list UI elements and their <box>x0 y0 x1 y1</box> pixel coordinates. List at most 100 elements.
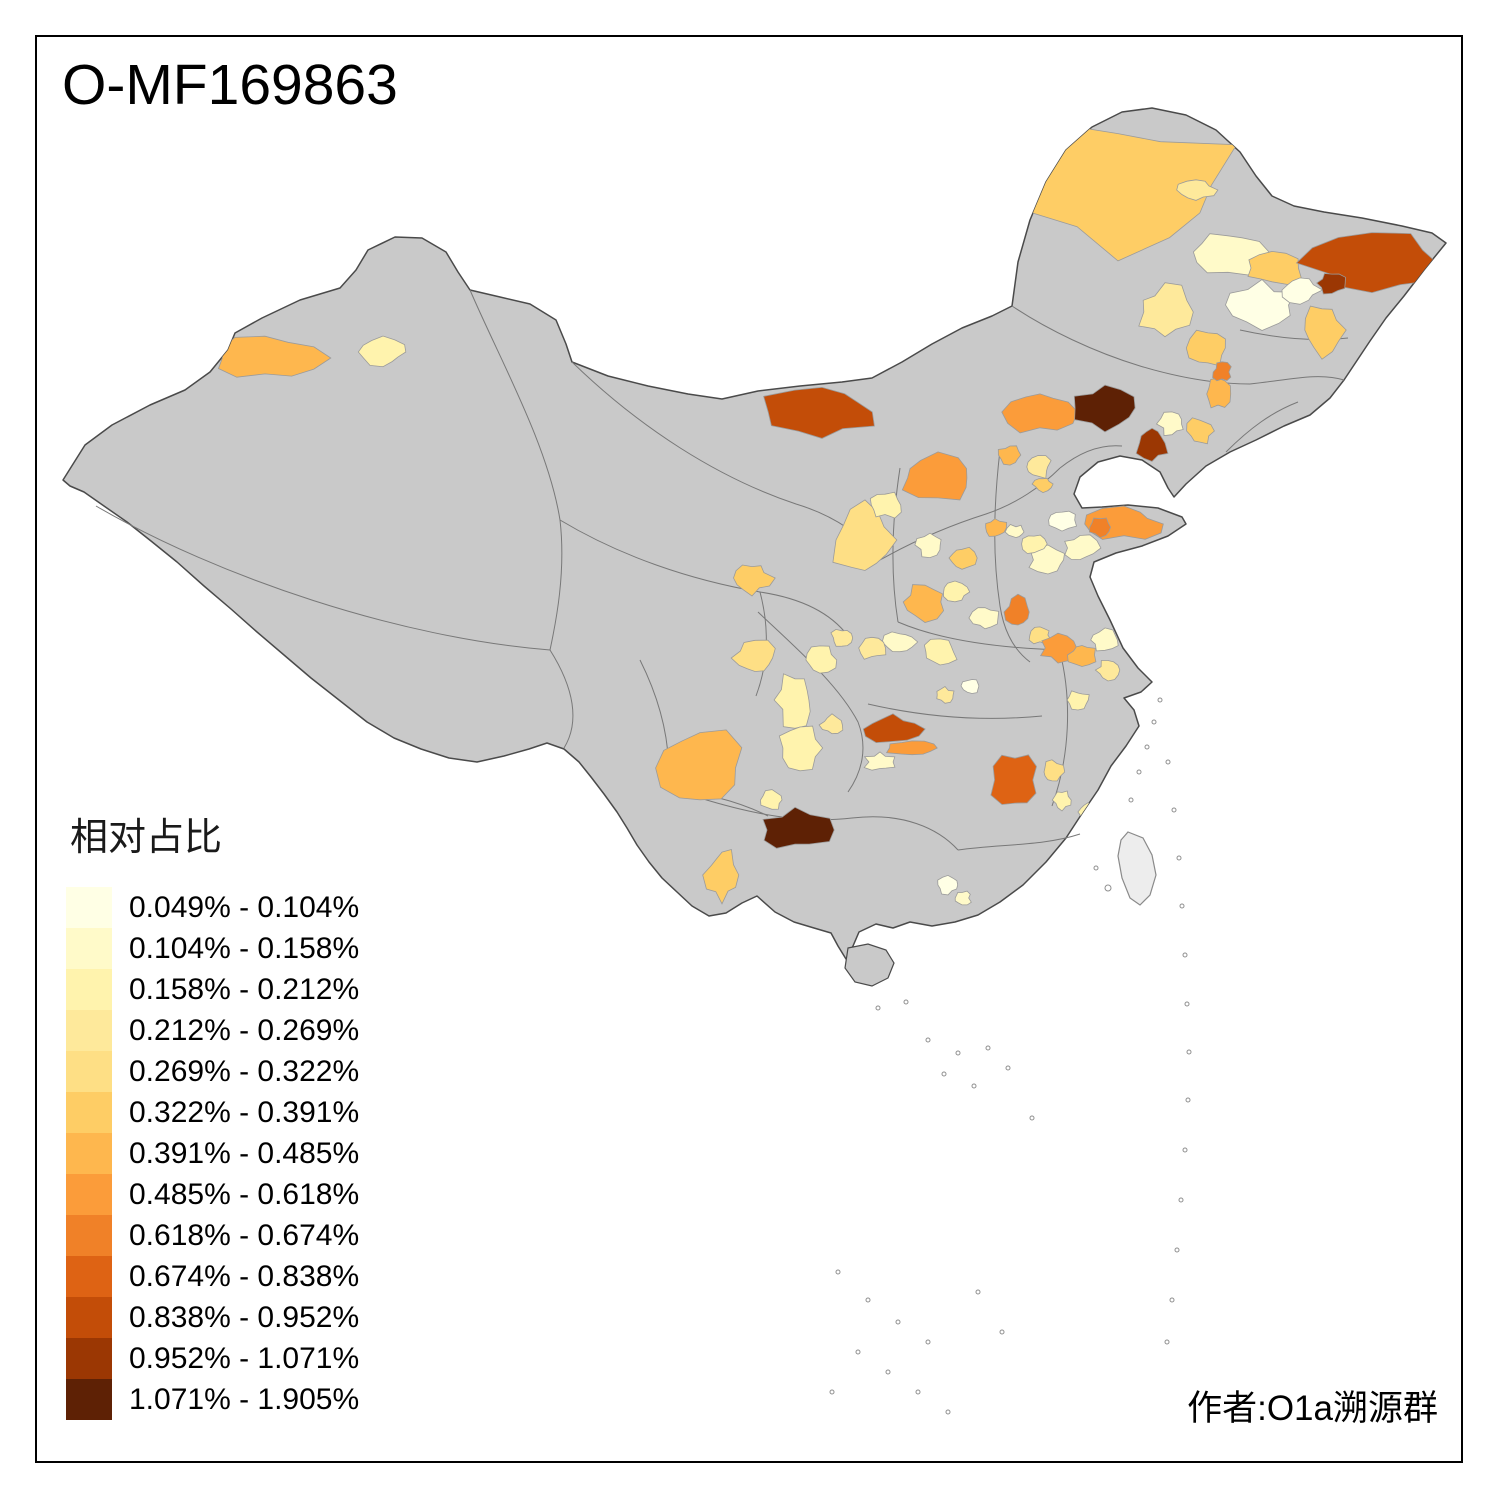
legend-label: 0.618% - 0.674% <box>129 1218 360 1252</box>
map-region <box>1051 790 1072 812</box>
map-region <box>1064 534 1102 561</box>
map-region <box>923 638 958 666</box>
legend-row: 0.485% - 0.618% <box>66 1174 359 1215</box>
map-region <box>990 754 1037 805</box>
map-region <box>1021 534 1048 554</box>
legend-swatch <box>66 1338 112 1379</box>
legend-row: 0.952% - 1.071% <box>66 1338 359 1379</box>
map-region <box>1028 544 1065 575</box>
map-region <box>702 848 740 905</box>
legend-swatch <box>66 1297 112 1338</box>
map-region <box>1001 393 1079 434</box>
map-region <box>830 628 854 647</box>
map-region <box>1225 278 1298 331</box>
attribution-text: 作者:O1a溯源群 <box>1187 1389 1438 1428</box>
map-region <box>1004 524 1025 539</box>
legend-row: 0.158% - 0.212% <box>66 969 359 1010</box>
legend-label: 0.838% - 0.952% <box>129 1300 360 1334</box>
legend-swatch <box>66 969 112 1010</box>
map-region <box>778 725 824 772</box>
legend-row: 0.049% - 0.104% <box>66 887 359 928</box>
map-region <box>763 386 875 439</box>
page-title: O-MF169863 <box>62 53 398 117</box>
map-region <box>960 679 980 694</box>
legend-row: 0.391% - 0.485% <box>66 1133 359 1174</box>
map-region <box>655 729 743 801</box>
map-region <box>936 685 955 704</box>
hainan-island <box>844 943 895 987</box>
map-region <box>1088 517 1111 539</box>
legend-swatch <box>66 1010 112 1051</box>
map-region <box>901 451 968 501</box>
map-region <box>218 335 332 378</box>
map-region <box>869 491 902 519</box>
legend-row: 0.104% - 0.158% <box>66 928 359 969</box>
map-region <box>1090 627 1119 652</box>
legend-row: 0.674% - 0.838% <box>66 1256 359 1297</box>
legend-label: 0.322% - 0.391% <box>129 1095 360 1129</box>
legend-row: 0.322% - 0.391% <box>66 1092 359 1133</box>
map-region <box>357 335 407 368</box>
legend-row: 0.269% - 0.322% <box>66 1051 359 1092</box>
map-region <box>1186 417 1215 445</box>
map-region <box>1155 411 1184 437</box>
map-region <box>1066 690 1090 711</box>
map-region <box>914 532 942 559</box>
map-region <box>1281 277 1324 305</box>
legend-label: 0.049% - 0.104% <box>129 890 360 924</box>
legend-swatch <box>66 1092 112 1133</box>
map-region <box>997 445 1022 466</box>
map-region <box>1094 660 1121 682</box>
legend-swatch <box>66 1379 112 1420</box>
map-region <box>885 740 938 756</box>
legend-swatch <box>66 1174 112 1215</box>
map-region <box>954 890 972 906</box>
map-region <box>1003 593 1030 626</box>
legend-swatch <box>66 1215 112 1256</box>
taiwan-island <box>1117 831 1157 906</box>
legend-rows: 0.049% - 0.104% 0.104% - 0.158% 0.158% - 0… <box>66 887 359 1420</box>
map-region <box>858 636 887 660</box>
map-region <box>760 789 783 810</box>
map-region <box>762 806 835 849</box>
map-region <box>773 673 811 729</box>
map-region <box>1212 361 1232 382</box>
map-region <box>1295 232 1439 294</box>
map-region <box>1316 273 1346 295</box>
legend-label: 0.485% - 0.618% <box>129 1177 360 1211</box>
legend-swatch <box>66 1133 112 1174</box>
small-islands <box>829 697 1192 1415</box>
map-region <box>985 518 1008 537</box>
legend-label: 0.952% - 1.071% <box>129 1341 360 1375</box>
map-region <box>1176 179 1219 201</box>
legend-swatch <box>66 887 112 928</box>
region-layer <box>218 123 1439 906</box>
legend-swatch <box>66 1051 112 1092</box>
map-region <box>862 713 926 744</box>
legend-swatch <box>66 928 112 969</box>
map-region <box>1206 377 1232 409</box>
legend-row: 0.212% - 0.269% <box>66 1010 359 1051</box>
legend: 相对占比 0.049% - 0.104% 0.104% - 0.158% 0.158… <box>66 806 359 1420</box>
map-region <box>1109 608 1139 628</box>
legend-label: 0.104% - 0.158% <box>129 931 360 965</box>
map-region <box>968 607 1000 630</box>
map-region <box>730 639 776 672</box>
map-region <box>937 874 959 896</box>
map-region <box>948 546 978 570</box>
legend-label: 0.391% - 0.485% <box>129 1136 360 1170</box>
legend-label: 0.212% - 0.269% <box>129 1013 360 1047</box>
map-region <box>1073 384 1136 433</box>
map-region <box>1135 427 1169 462</box>
legend-label: 0.674% - 0.838% <box>129 1259 360 1293</box>
map-region <box>1048 510 1077 532</box>
legend-row: 1.071% - 1.905% <box>66 1379 359 1420</box>
map-region <box>1138 282 1194 338</box>
legend-label: 0.158% - 0.212% <box>129 972 360 1006</box>
map-region <box>805 645 838 674</box>
map-region <box>733 564 776 597</box>
legend-row: 0.838% - 0.952% <box>66 1297 359 1338</box>
map-region <box>818 713 844 735</box>
